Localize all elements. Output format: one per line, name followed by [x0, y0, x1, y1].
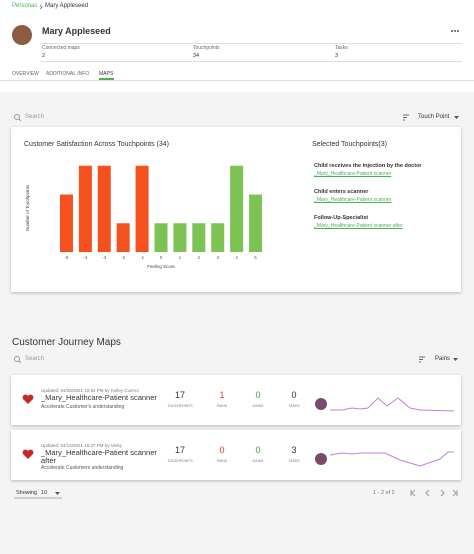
touchpoint-name: Child enters scanner	[314, 189, 369, 195]
map-stat-label: TASKS	[288, 459, 300, 463]
map-stat-label: TOUCHPOINTS	[167, 404, 193, 408]
map-stat-label: GAINS	[252, 404, 264, 408]
stat-value: 3	[335, 53, 339, 59]
tab[interactable]: ADDITIONAL INFO	[46, 71, 90, 77]
x-axis-label: Feeling Score	[147, 264, 175, 269]
x-tick-label: -5	[64, 255, 68, 260]
map-name[interactable]: _Mary_Healthcare-Patient scanner	[41, 393, 157, 402]
bar	[192, 223, 206, 252]
x-tick-label: 4	[235, 255, 238, 260]
map-card[interactable]	[11, 375, 461, 425]
map-stat-value: 3	[291, 445, 297, 455]
dropdown-arrow[interactable]	[454, 116, 459, 119]
breadcrumb-current: Mary Appleseed	[45, 3, 89, 9]
map-stat-label: TOUCHPOINTS	[167, 459, 193, 463]
search-input[interactable]: Search	[25, 114, 45, 120]
map-stat-label: PAINS	[216, 459, 228, 463]
tab[interactable]: OVERVIEW	[12, 71, 39, 77]
bar	[211, 223, 225, 252]
x-tick-label: 0	[160, 255, 163, 260]
x-tick-label: 2	[198, 255, 201, 260]
touchpoint-link[interactable]: _Mary_Healthcare-Patient scanner after	[314, 223, 403, 229]
dropdown-arrow[interactable]	[55, 492, 60, 495]
page-range: 1 - 2 of 2	[373, 490, 395, 496]
map-card[interactable]	[11, 430, 461, 480]
search-input[interactable]: Search	[25, 356, 45, 362]
map-description: Accelerate Customer's understanding	[41, 404, 125, 410]
stat-value: 2	[42, 53, 46, 59]
avatar	[12, 25, 32, 45]
bar	[78, 165, 92, 252]
touchpoint-name: Follow-Up-Specialist	[314, 215, 369, 221]
map-updated: Updated: 04/26/2021 10:54 PM by Kelley C…	[41, 388, 139, 393]
touchpoint-link[interactable]: _Mary_Healthcare-Patient scanner	[314, 171, 392, 177]
persona-name: Mary Appleseed	[42, 26, 111, 36]
panel-title: Selected Touchpoints(3)	[312, 141, 387, 148]
sort-select[interactable]: Pains	[435, 356, 451, 362]
tab-underline	[99, 78, 114, 80]
chart-title: Customer Satisfaction Across Touchpoints…	[24, 141, 169, 148]
x-tick-label: 5	[254, 255, 257, 260]
map-stat-label: GAINS	[252, 459, 264, 463]
y-axis-label: Number of Touchpoints	[25, 184, 30, 231]
divider	[40, 43, 462, 44]
search-icon	[14, 114, 22, 122]
map-stat-value: 1	[219, 390, 225, 400]
bar	[249, 194, 263, 252]
breadcrumb-link[interactable]: Personas	[12, 3, 38, 9]
stat-label: Connected maps	[42, 45, 80, 51]
section-title: Customer Journey Maps	[12, 337, 121, 348]
dropdown-arrow[interactable]	[453, 358, 458, 361]
bar	[97, 165, 111, 252]
sparkline	[330, 397, 455, 412]
showing-label: Showing	[16, 490, 38, 496]
stat-value: 34	[193, 53, 200, 59]
bar	[135, 165, 149, 252]
map-stat-value: 0	[291, 390, 297, 400]
tab[interactable]: MAPS	[99, 71, 114, 77]
map-stat-label: PAINS	[216, 404, 228, 408]
x-tick-label: -3	[102, 255, 106, 260]
x-tick-label: -1	[140, 255, 144, 260]
map-stat-value: 0	[255, 445, 261, 455]
heart-icon[interactable]	[22, 394, 34, 459]
map-updated: Updated: 04/12/2021 10:47 PM by Verky	[41, 443, 123, 448]
search-icon	[14, 356, 22, 364]
divider	[40, 61, 462, 62]
bar	[116, 223, 130, 252]
sparkline	[329, 451, 454, 467]
map-stat-value: 0	[255, 390, 261, 400]
sort-select[interactable]: Touch Point	[418, 114, 450, 120]
touchpoint-link[interactable]: _Mary_Healthcare-Patient scanner	[314, 197, 392, 203]
bar	[230, 165, 244, 252]
bar	[173, 223, 187, 252]
touchpoint-name: Child receives the injection by the doct…	[314, 163, 422, 169]
bar	[59, 194, 73, 252]
divider	[0, 80, 474, 81]
pagination[interactable]	[410, 489, 458, 497]
map-stat-value: 0	[219, 445, 225, 455]
x-tick-label: -2	[121, 255, 125, 260]
breadcrumb-separator	[39, 4, 43, 10]
sort-icon[interactable]	[419, 356, 425, 363]
bar	[154, 223, 168, 252]
menu-dots[interactable]	[451, 30, 459, 32]
map-stat-label: TASKS	[288, 404, 300, 408]
stat-label: Touchpoints	[193, 45, 220, 51]
x-tick-label: -4	[83, 255, 87, 260]
map-stat-value: 17	[174, 390, 185, 400]
x-tick-label: 1	[179, 255, 182, 260]
map-stat-value: 17	[174, 445, 185, 455]
x-tick-label: 3	[216, 255, 219, 260]
map-avatar	[315, 398, 327, 465]
stat-label: Tasks	[335, 45, 348, 51]
sort-icon[interactable]	[403, 114, 409, 121]
header-bg	[0, 0, 474, 92]
page-size-select[interactable]: 10	[41, 490, 48, 496]
map-description: Accelerate Customers understanding	[41, 465, 124, 471]
map-name[interactable]: _Mary_Healthcare-Patient scanner after	[41, 448, 157, 465]
